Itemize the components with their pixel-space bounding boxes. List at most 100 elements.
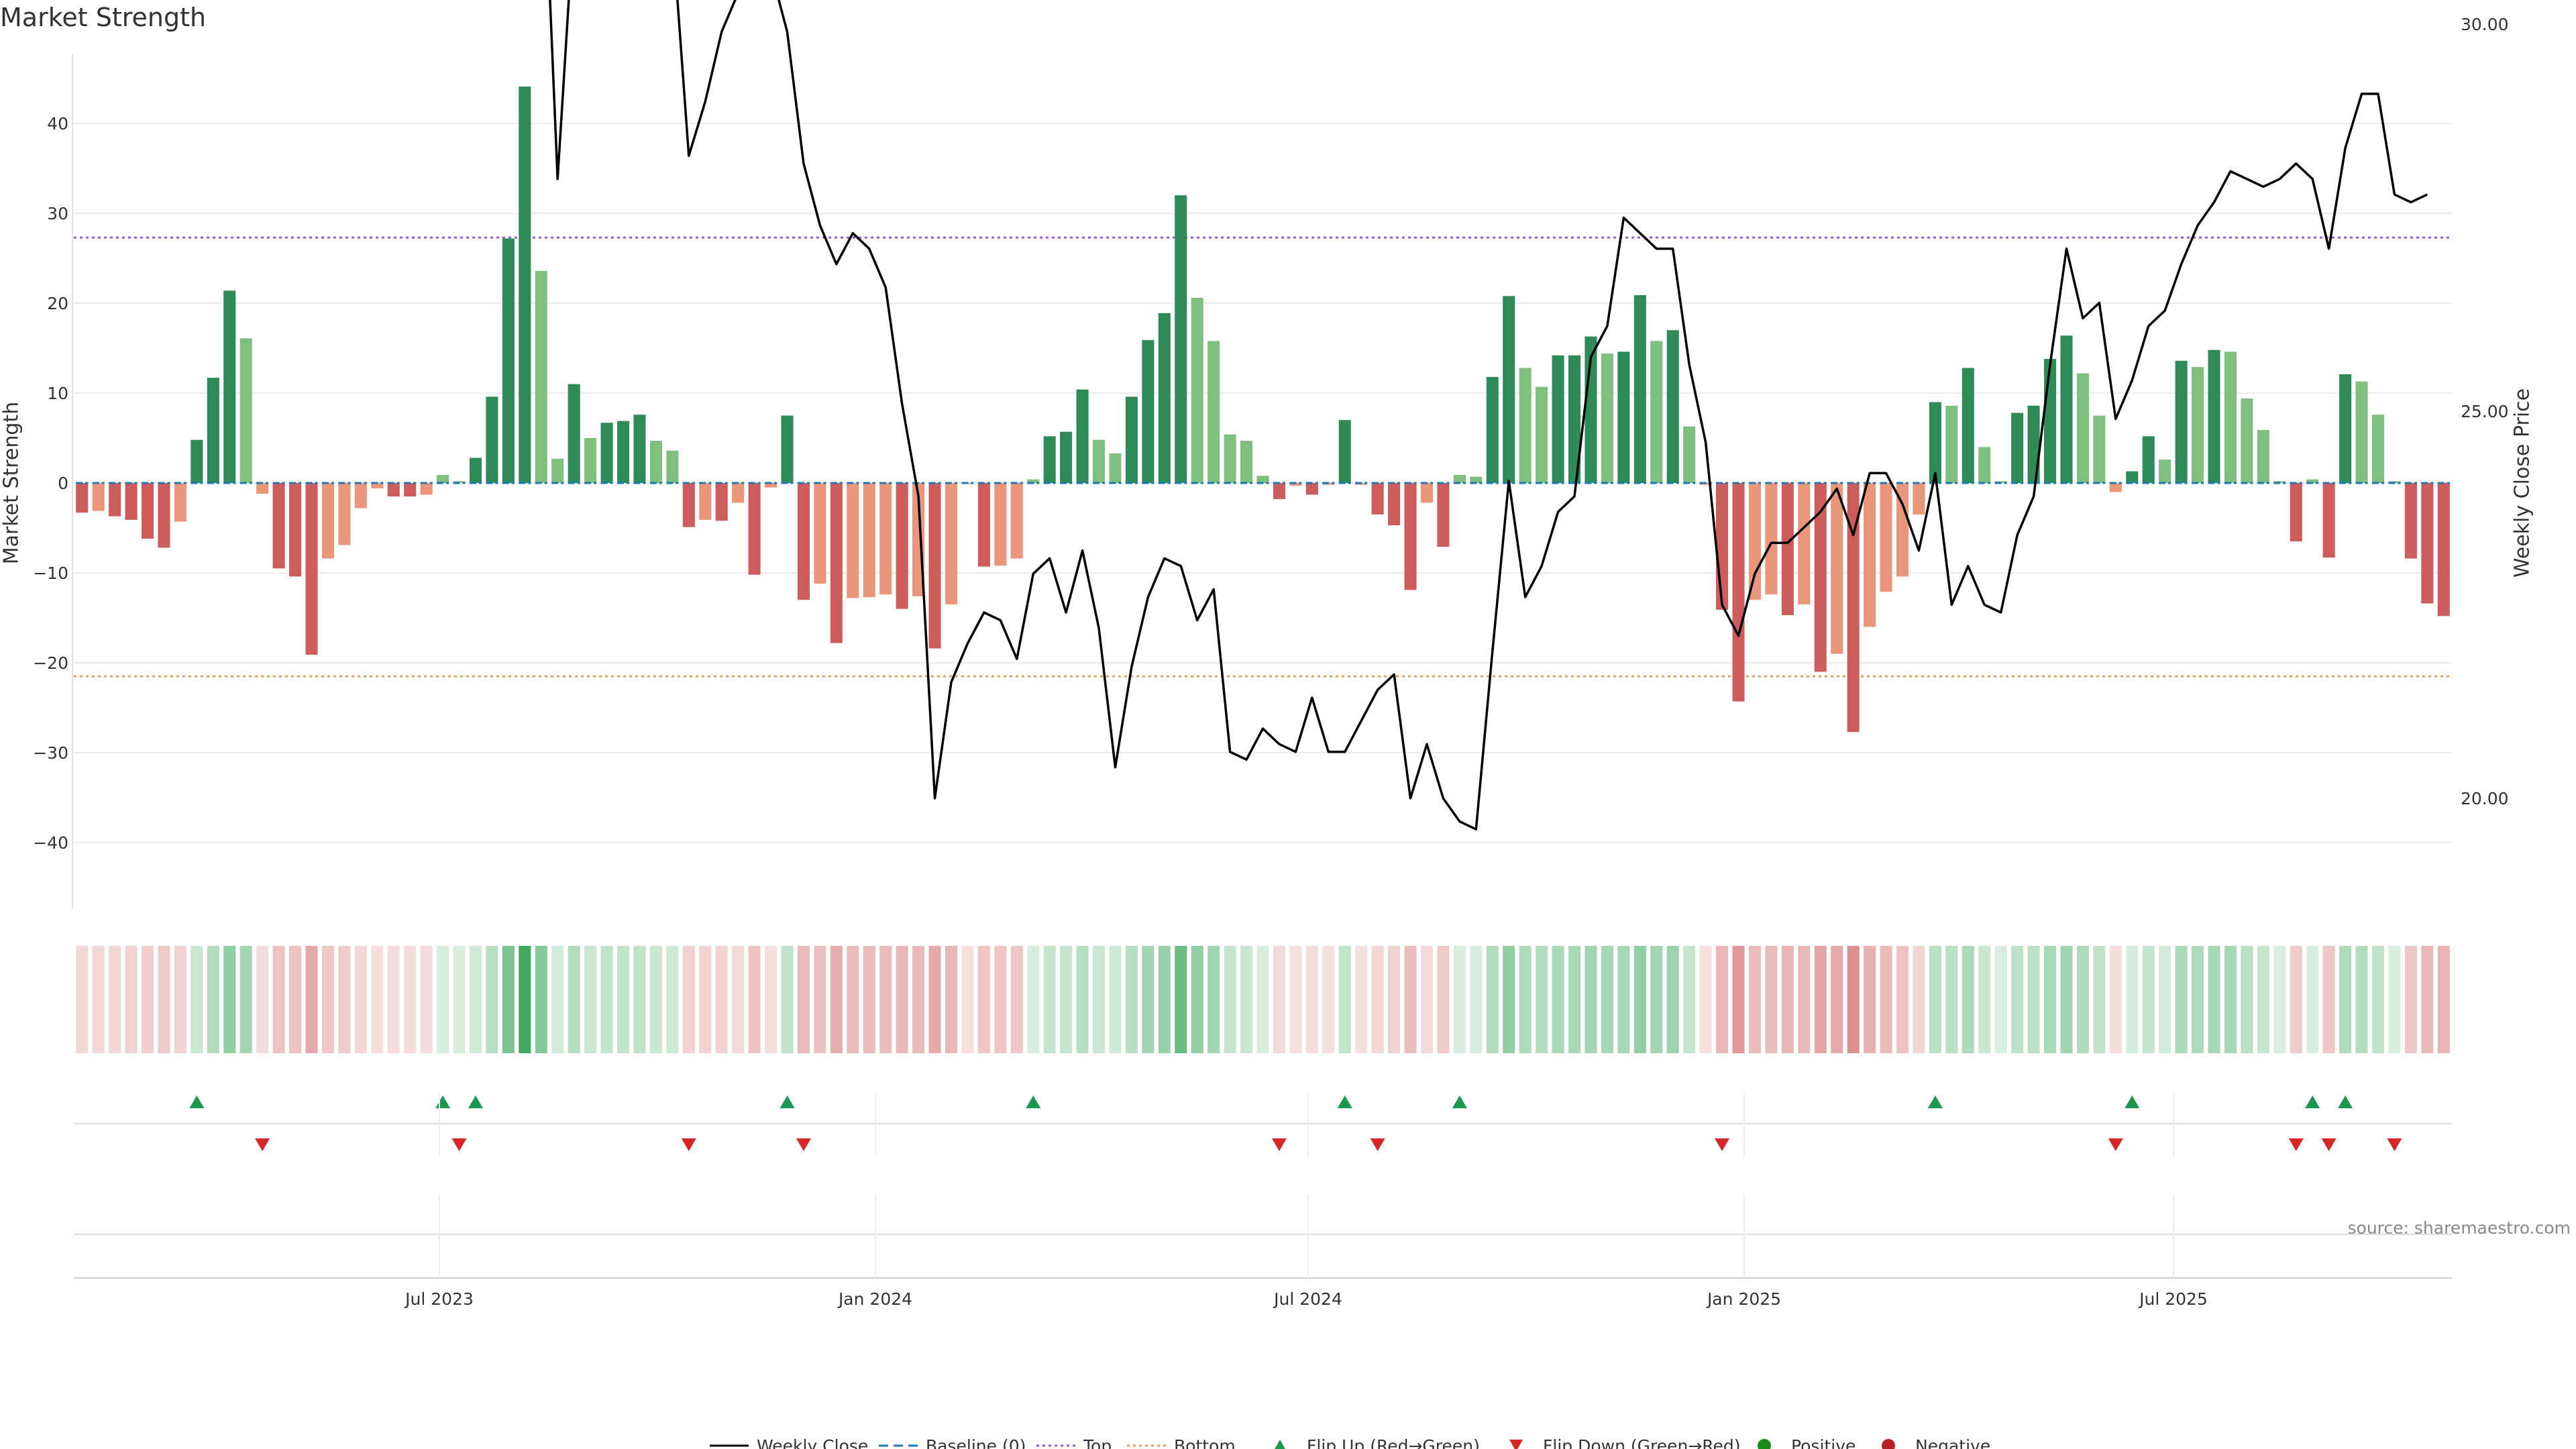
flip-up-marker: [1026, 1095, 1041, 1108]
heat-cell: [158, 946, 170, 1053]
heat-cell: [502, 946, 515, 1053]
flip-up-marker: [2338, 1095, 2353, 1108]
y-tick-label: 40: [47, 114, 68, 133]
strength-bar: [1929, 402, 1941, 483]
strength-bar: [92, 483, 105, 511]
heat-cell: [977, 946, 990, 1053]
strength-bar: [371, 483, 384, 489]
heat-cell: [321, 946, 334, 1053]
strength-bar: [797, 483, 810, 600]
strength-bar: [1224, 434, 1236, 483]
strength-bar: [1519, 368, 1532, 483]
heat-cell: [2224, 946, 2237, 1053]
heat-cell: [2175, 946, 2188, 1053]
legend: Weekly Close Baseline (0) Top Bottom Flip Up…: [710, 1436, 1990, 1449]
strength-bar: [1191, 297, 1203, 483]
strength-bar: [1831, 483, 1843, 654]
heat-cell: [1256, 946, 1269, 1053]
heat-cell: [1486, 946, 1499, 1053]
strength-bar: [1109, 453, 1122, 483]
strength-bar: [1256, 476, 1269, 483]
strength-bar: [928, 483, 941, 649]
strength-bar: [207, 378, 219, 483]
strength-bar: [1305, 483, 1318, 495]
heat-cell: [2241, 946, 2253, 1053]
flip-down-marker: [681, 1138, 696, 1151]
strength-bar: [354, 483, 367, 508]
heat-cell: [420, 946, 433, 1053]
strength-bar: [649, 441, 662, 483]
strength-bar: [1273, 483, 1285, 500]
heat-cell: [2371, 946, 2385, 1053]
heat-cell: [2060, 946, 2073, 1053]
heat-cell: [1175, 946, 1187, 1053]
heat-cell: [2142, 946, 2155, 1053]
strength-bar: [1536, 386, 1548, 483]
x-tick-label: Jan 2024: [837, 1289, 912, 1309]
strength-bar: [76, 483, 89, 513]
heat-cell: [2208, 946, 2220, 1053]
strength-bar: [1010, 483, 1023, 559]
heat-cell: [2322, 946, 2335, 1053]
heat-cell: [748, 946, 761, 1053]
strength-bar: [682, 483, 695, 527]
strength-bar: [1125, 396, 1138, 483]
strength-bar: [1470, 476, 1483, 483]
x-tick-label: Jul 2023: [404, 1289, 474, 1309]
flip-up-marker: [1452, 1095, 1467, 1108]
strength-bar: [289, 483, 302, 577]
y-tick-label-right: 25.00: [2461, 402, 2509, 421]
strength-bar: [1027, 479, 1040, 483]
strength-bar: [830, 483, 843, 643]
strength-bar: [239, 338, 252, 483]
strength-bar: [1289, 483, 1302, 486]
heat-cell: [519, 946, 531, 1053]
strength-bar: [2257, 429, 2269, 483]
strength-bar: [1175, 195, 1187, 483]
legend-label: Negative: [1915, 1436, 1990, 1449]
strength-bar: [1962, 368, 1974, 483]
heat-cell: [1338, 946, 1351, 1053]
strength-bar: [174, 483, 186, 522]
strength-bar: [568, 384, 580, 483]
heat-cell: [1388, 946, 1401, 1053]
strength-bar: [1158, 313, 1171, 483]
strength-bar: [1978, 447, 1991, 483]
legend-label: Positive: [1791, 1436, 1856, 1449]
heat-cell: [1027, 946, 1040, 1053]
strength-bar: [2290, 483, 2302, 542]
strength-bar: [387, 483, 400, 497]
strength-bar: [2043, 359, 2057, 483]
y-tick-label-right: 20.00: [2461, 789, 2509, 808]
heat-cell: [1864, 946, 1876, 1053]
heat-cell: [404, 946, 417, 1053]
y-tick-label: −40: [33, 833, 68, 853]
heat-cell: [1699, 946, 1712, 1053]
heat-cell: [649, 946, 662, 1053]
heat-cell: [2388, 946, 2401, 1053]
strength-bar: [2208, 350, 2220, 483]
strength-bar: [2126, 471, 2139, 483]
heat-cell: [1224, 946, 1236, 1053]
strength-bar: [1420, 483, 1434, 503]
x-tick-label: Jul 2025: [2138, 1289, 2208, 1309]
strength-bar: [1453, 474, 1466, 483]
heat-cell: [1010, 946, 1023, 1053]
strength-bar: [2224, 352, 2237, 483]
heat-cell: [1732, 946, 1745, 1053]
flip-up-marker: [435, 1095, 451, 1108]
heat-cell: [2043, 946, 2057, 1053]
heat-cell: [928, 946, 941, 1053]
strength-bar: [600, 423, 613, 483]
heat-cell: [1092, 946, 1106, 1053]
heat-cell: [1158, 946, 1171, 1053]
level-lines: [74, 236, 2452, 678]
heat-cell: [1666, 946, 1679, 1053]
flip-down-marker: [1271, 1138, 1287, 1151]
heat-cell: [1453, 946, 1466, 1053]
heat-cell: [1945, 946, 1958, 1053]
heat-cell: [1568, 946, 1581, 1053]
heat-cell: [1748, 946, 1761, 1053]
strength-bar: [1798, 483, 1811, 604]
